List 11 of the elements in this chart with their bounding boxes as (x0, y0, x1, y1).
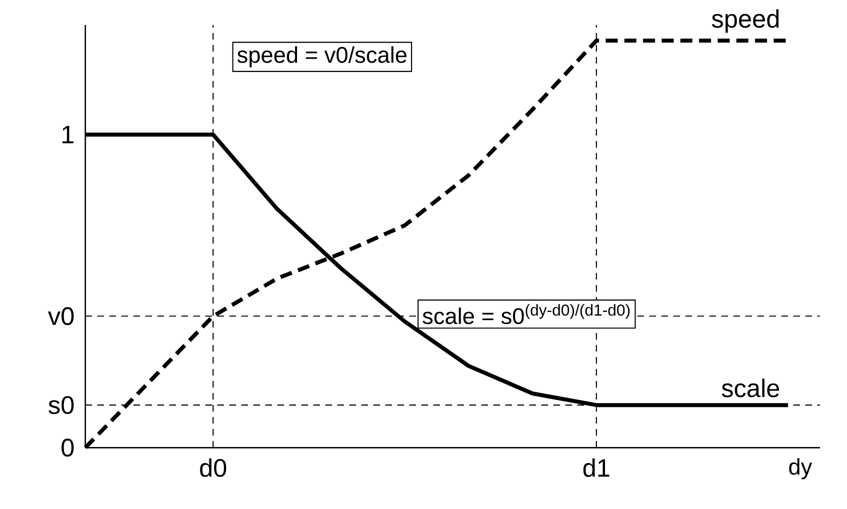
y-tick-label: s0 (48, 396, 74, 414)
series-label: speed (712, 9, 779, 33)
x-tick-label: d1 (583, 458, 610, 477)
y-tick-label: 0 (62, 438, 74, 457)
series-label: scale (722, 378, 780, 398)
y-tick-label: v0 (48, 307, 74, 326)
annotation: speed = v0/scale (237, 46, 407, 68)
annotation: scale = s0$^{(dy-d0)/(d1-d0)}$ (422, 304, 630, 324)
y-tick-label: 1 (62, 126, 74, 144)
x-axis-title: dy (789, 458, 812, 480)
x-tick-label: d0 (200, 458, 226, 477)
